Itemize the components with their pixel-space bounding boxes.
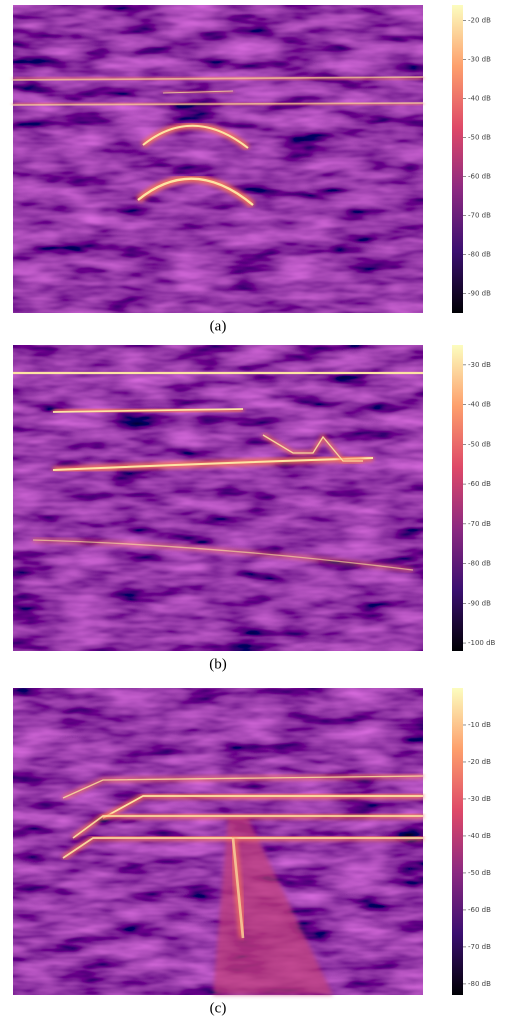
colorbar-tick-label: -20 dB xyxy=(468,17,491,25)
colorbar xyxy=(452,5,463,313)
spectral-line xyxy=(102,795,423,819)
panel-caption: (b) xyxy=(209,656,227,672)
colorbar-tick-label: -60 dB xyxy=(468,173,491,181)
panel-caption: (a) xyxy=(210,318,227,334)
spectral-line xyxy=(137,177,254,206)
spectrogram-noise xyxy=(13,345,423,651)
colorbar xyxy=(452,345,463,651)
spectrogram-noise xyxy=(13,5,423,313)
colorbar-tick-label: -100 dB xyxy=(468,639,496,647)
colorbar-tick-label: -30 dB xyxy=(468,56,491,64)
colorbar-tick-label: -40 dB xyxy=(468,832,491,840)
spectral-line xyxy=(262,434,363,462)
spectral-line xyxy=(12,76,424,81)
colorbar-tick-label: -30 dB xyxy=(468,361,491,369)
colorbar-tick-label: -70 dB xyxy=(468,520,491,528)
colorbar-tick-label: -20 dB xyxy=(468,758,491,766)
spectral-line xyxy=(52,408,244,413)
colorbar-tick-label: -90 dB xyxy=(468,290,491,298)
colorbar-tick-label: -80 dB xyxy=(468,251,491,259)
colorbar-tick-label: -70 dB xyxy=(468,943,491,951)
colorbar-tick-label: -60 dB xyxy=(468,480,491,488)
spectral-line xyxy=(231,837,245,939)
colorbar-tick-label: -70 dB xyxy=(468,212,491,220)
spectral-line xyxy=(142,124,249,149)
spectral-line xyxy=(12,102,424,106)
panel-caption: (c) xyxy=(210,1000,227,1016)
spectrogram-panel: -20 dB -30 dB -40 dB -50 dB -60 dB -70 dB -80 … xyxy=(12,5,491,334)
spectral-line xyxy=(52,457,374,471)
spectrogram-cone xyxy=(213,818,333,995)
colorbar xyxy=(452,688,463,995)
colorbar-tick-label: -30 dB xyxy=(468,795,491,803)
colorbar-tick-label: -80 dB xyxy=(468,560,491,568)
colorbar-tick-label: -40 dB xyxy=(468,95,491,103)
colorbar-tick-label: -50 dB xyxy=(468,869,491,877)
spectral-line xyxy=(62,837,423,859)
colorbar-tick-label: -10 dB xyxy=(468,721,491,729)
spectrogram-panel: -10 dB -20 dB -30 dB -40 dB -50 dB -60 dB -70 … xyxy=(13,688,491,1016)
spectral-line xyxy=(72,815,423,839)
spectral-line xyxy=(162,90,234,94)
spectrogram-panel: -30 dB -40 dB -50 dB -60 dB -70 dB -80 dB -90 … xyxy=(13,345,496,672)
colorbar-tick-label: -50 dB xyxy=(468,134,491,142)
colorbar-tick-label: -90 dB xyxy=(468,599,491,607)
colorbar-tick-label: -80 dB xyxy=(468,980,491,988)
spectral-line xyxy=(32,539,414,571)
colorbar-tick-label: -50 dB xyxy=(468,440,491,448)
colorbar-tick-label: -60 dB xyxy=(468,906,491,914)
colorbar-tick-label: -40 dB xyxy=(468,401,491,409)
spectral-line xyxy=(62,775,424,799)
